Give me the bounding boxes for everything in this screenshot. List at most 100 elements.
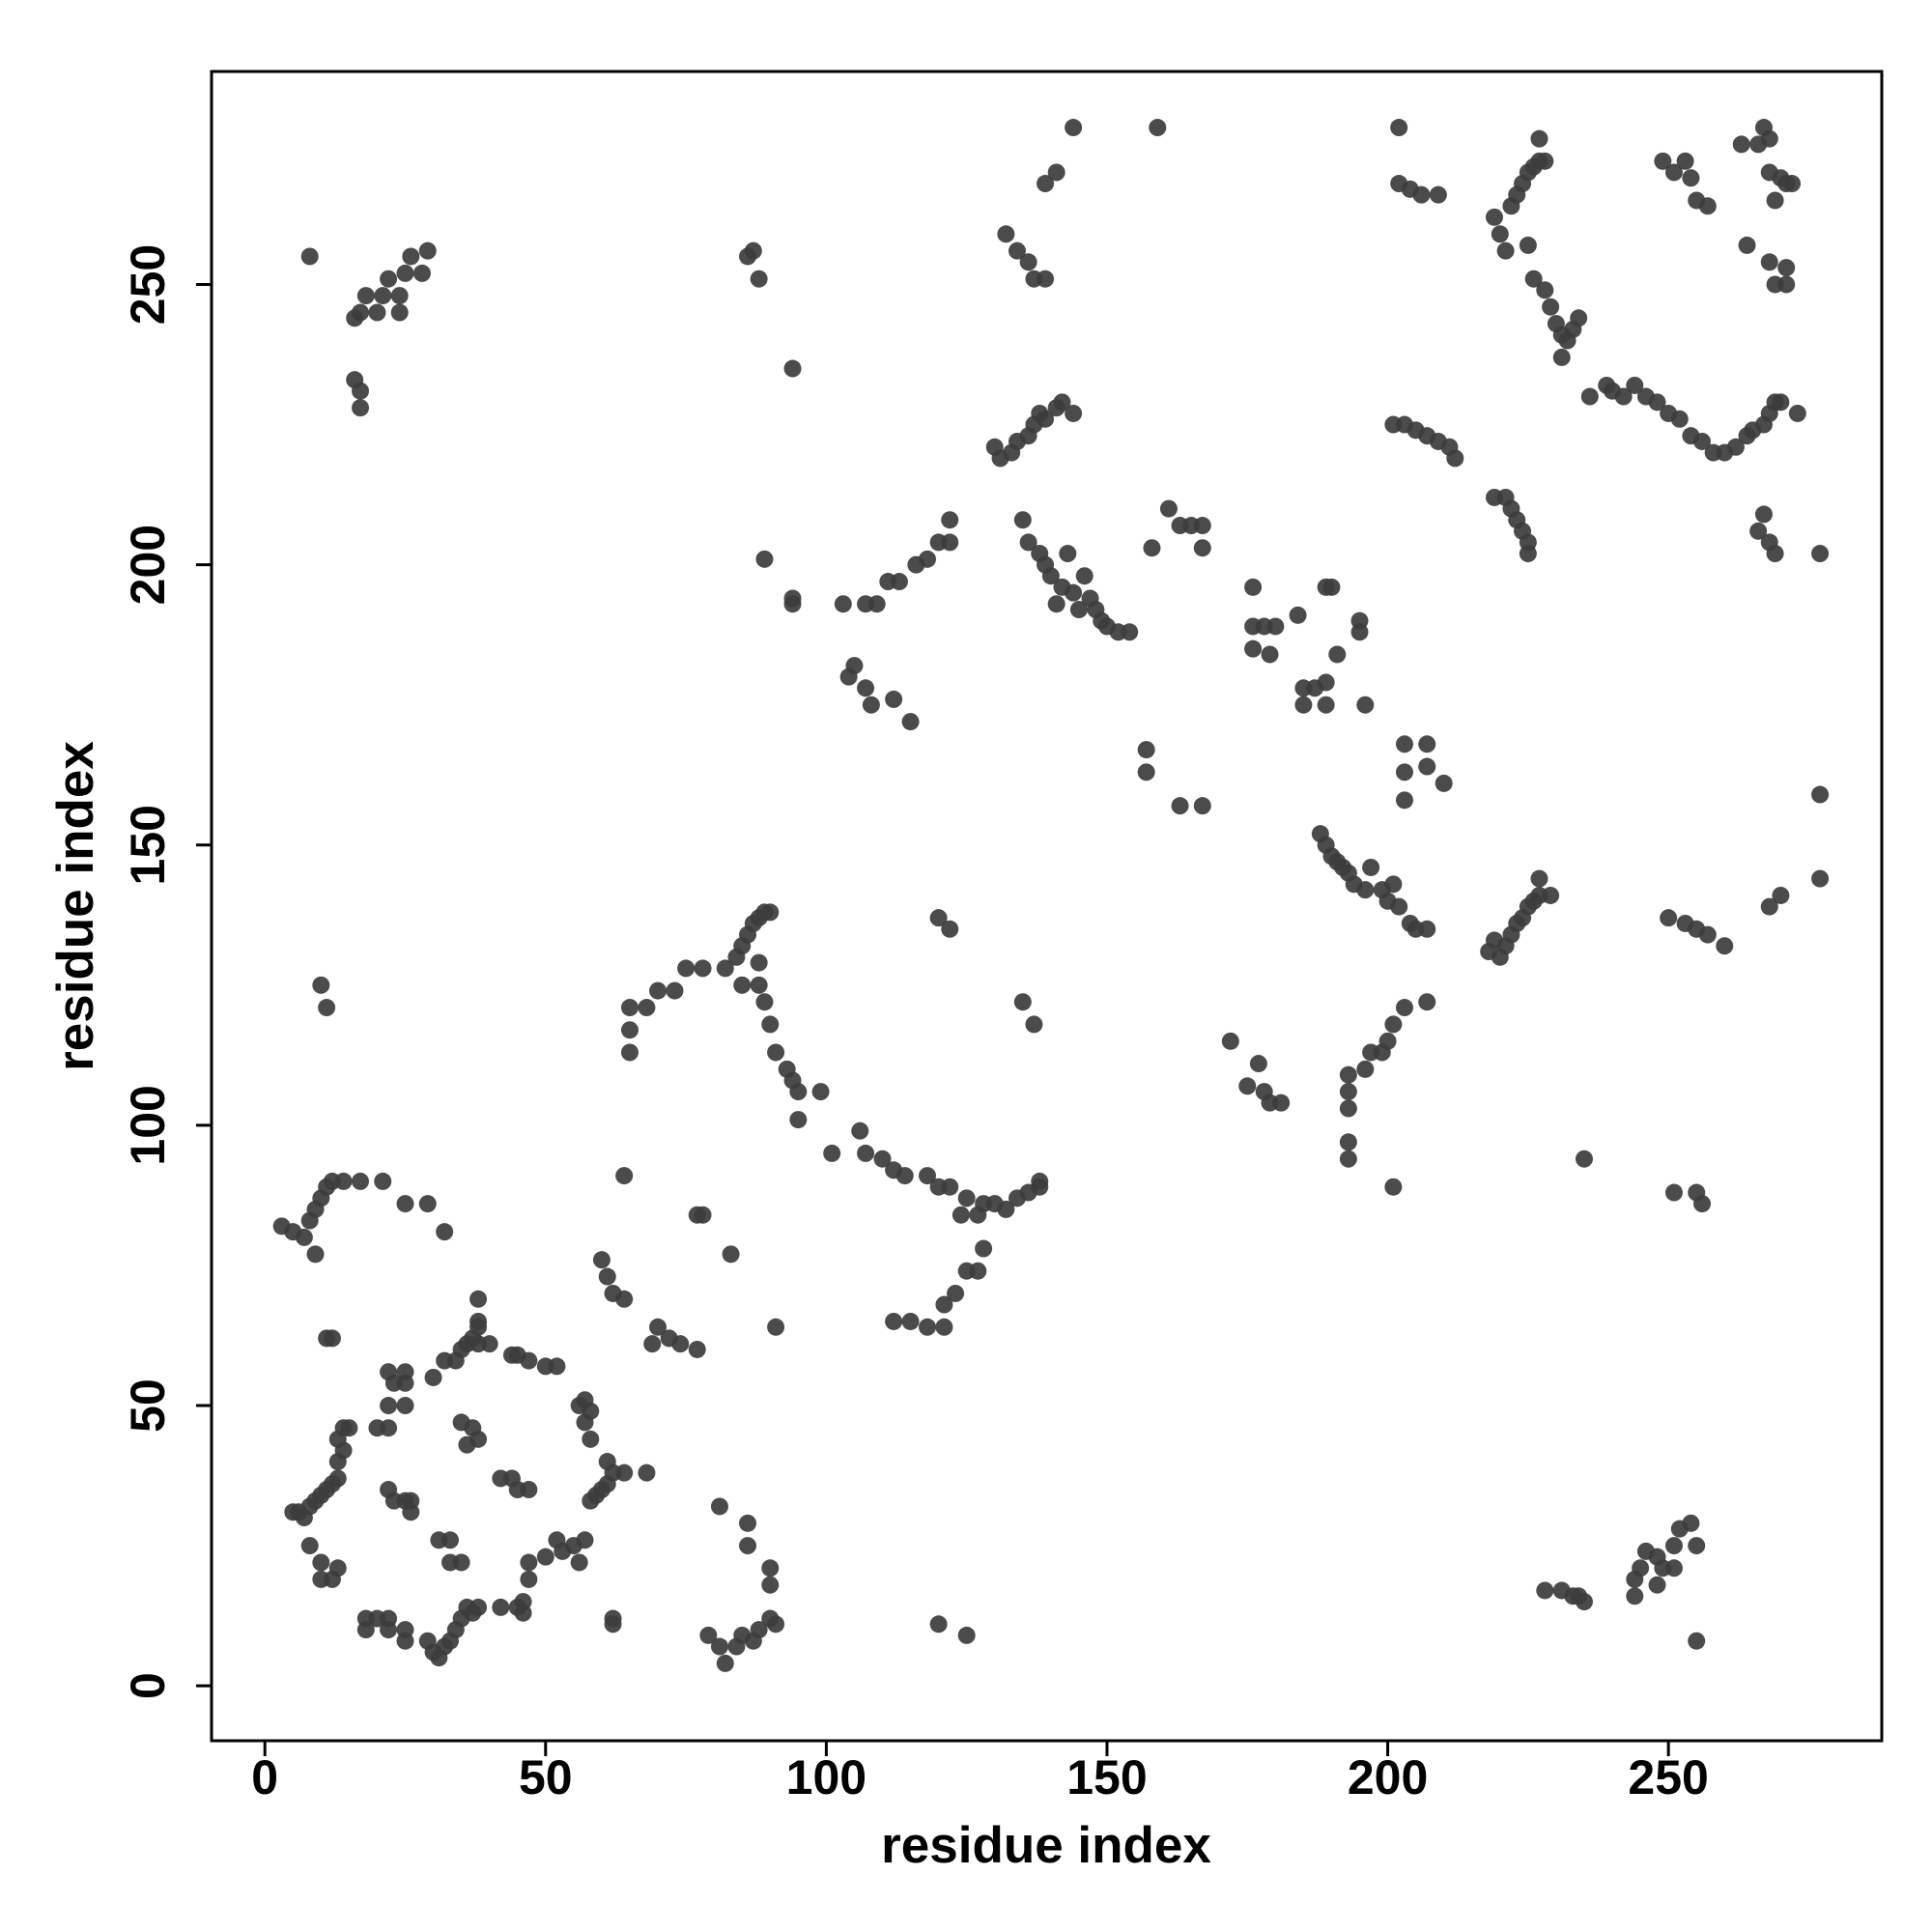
point (941, 1178, 959, 1196)
point (1648, 1576, 1666, 1594)
point (1019, 253, 1037, 271)
point (352, 382, 370, 400)
point (1536, 281, 1554, 299)
point (1121, 623, 1139, 641)
point (957, 1626, 976, 1644)
point (520, 1481, 538, 1499)
point (862, 696, 880, 714)
point (402, 247, 420, 266)
point (356, 287, 375, 305)
point (789, 1111, 808, 1129)
point (1524, 270, 1543, 288)
x-axis-label: residue index (881, 1817, 1211, 1874)
point (300, 247, 319, 266)
point (1418, 757, 1436, 776)
point (418, 1195, 437, 1213)
point (328, 1559, 347, 1577)
point (380, 1397, 398, 1415)
point (469, 1430, 488, 1448)
point (452, 1553, 470, 1572)
point (1322, 578, 1341, 596)
point (767, 1043, 785, 1062)
point (1390, 119, 1408, 137)
point (901, 713, 920, 731)
y-axis-label: residue index (47, 741, 104, 1071)
point (1698, 197, 1717, 215)
point (1339, 1099, 1357, 1118)
x-tick-label: 250 (1628, 1750, 1708, 1804)
point (1396, 763, 1413, 781)
point (570, 1553, 588, 1572)
point (649, 981, 668, 1000)
point (352, 303, 370, 322)
point (1536, 1581, 1554, 1600)
point (649, 1318, 668, 1336)
point (1069, 601, 1088, 619)
point (469, 1290, 488, 1308)
point (1047, 595, 1065, 613)
plot-frame (210, 70, 1884, 1743)
point (699, 1626, 718, 1644)
point (750, 976, 768, 994)
point (1390, 897, 1408, 916)
point (469, 1598, 488, 1616)
point (789, 1083, 808, 1101)
point (1626, 1587, 1644, 1605)
point (390, 303, 409, 322)
point (1384, 875, 1403, 894)
point (750, 953, 768, 972)
point (1766, 545, 1784, 563)
point (1025, 1015, 1043, 1034)
point (1047, 163, 1065, 182)
point (1749, 522, 1768, 540)
point (1143, 539, 1161, 557)
point (1542, 886, 1560, 904)
point (1519, 236, 1537, 254)
point (1362, 858, 1380, 876)
point (1570, 309, 1588, 327)
point (374, 1172, 392, 1190)
point (1580, 387, 1599, 406)
point (604, 1609, 622, 1628)
y-tick-label: 100 (121, 1085, 175, 1165)
point (1491, 225, 1509, 243)
point (1777, 259, 1796, 277)
y-tick-label: 250 (121, 244, 175, 325)
point (424, 1368, 442, 1386)
point (997, 1200, 1015, 1218)
point (688, 1340, 706, 1358)
point (739, 1537, 757, 1555)
point (755, 550, 774, 568)
point (396, 1632, 414, 1650)
point (306, 1245, 325, 1264)
point (396, 1397, 414, 1415)
point (710, 1637, 728, 1656)
point (570, 1397, 588, 1415)
point (1664, 1559, 1683, 1577)
point (895, 1167, 914, 1185)
y-tick-label: 150 (121, 805, 175, 885)
point (620, 1021, 639, 1039)
point (1418, 735, 1436, 753)
point (620, 999, 639, 1017)
point (1811, 869, 1830, 888)
point (1760, 253, 1778, 271)
point (1031, 1172, 1049, 1190)
point (1171, 797, 1189, 815)
point (1244, 639, 1263, 658)
point (492, 1598, 510, 1616)
point (1754, 505, 1773, 524)
point (755, 993, 774, 1011)
point (997, 225, 1015, 243)
point (1339, 1083, 1357, 1101)
point (716, 1654, 734, 1672)
point (396, 264, 414, 282)
point (374, 287, 392, 305)
point (1244, 578, 1263, 596)
point (1317, 673, 1335, 692)
point (1137, 741, 1155, 759)
point (767, 1318, 785, 1336)
point (1418, 920, 1436, 938)
point (1530, 129, 1548, 148)
